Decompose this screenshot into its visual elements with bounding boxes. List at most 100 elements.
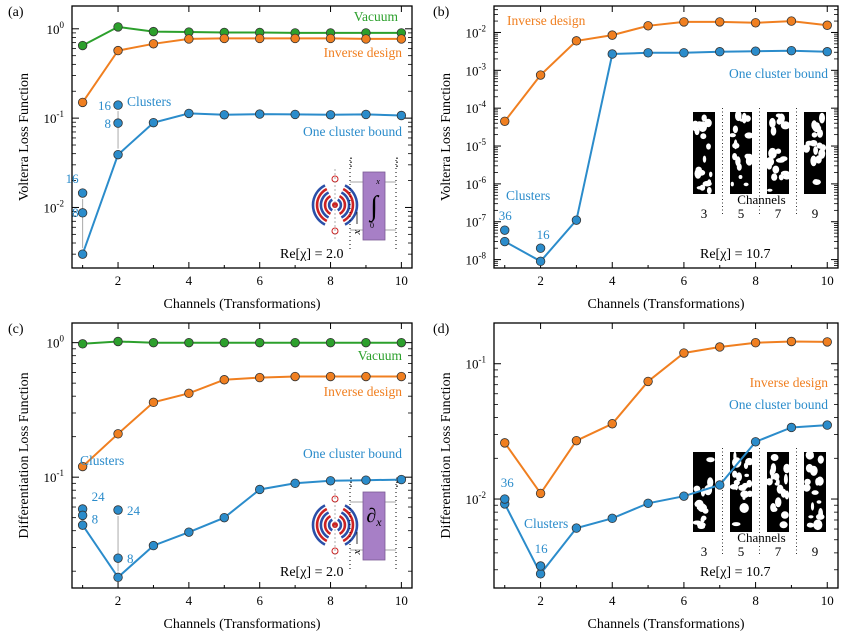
data-point-one-cluster-bound (77, 520, 88, 530)
structure-channel-label: 7 (775, 544, 782, 559)
cluster-count-label: 16 (537, 227, 551, 242)
position-variable: x (351, 229, 363, 235)
data-point-one-cluster-bound (679, 491, 689, 501)
wave-arc-left (323, 514, 332, 536)
data-point-one-cluster-bound (184, 108, 194, 119)
panel-label: (a) (8, 5, 24, 20)
structure-void (805, 140, 814, 146)
structure-void (739, 503, 749, 513)
structure-void (702, 155, 707, 163)
cluster-count-label: 8 (72, 205, 79, 220)
ellipsis-glyph: ⋮ (391, 155, 403, 169)
data-point-inverse-design (715, 17, 725, 27)
structure-void (741, 112, 747, 124)
structure-void (815, 513, 825, 520)
structure-void (735, 110, 742, 122)
data-point-one-cluster-bound (219, 512, 229, 523)
data-point-vacuum (219, 337, 229, 348)
data-point-vacuum (255, 337, 265, 348)
integral-lower-limit: 0 (370, 221, 374, 230)
operator-box (362, 171, 386, 241)
data-point-inverse-design (715, 342, 725, 352)
data-point-one-cluster-bound (77, 249, 88, 259)
cluster-count-label: 36 (499, 208, 513, 223)
structure-void (808, 515, 814, 519)
x-tick-label: 8 (752, 593, 759, 608)
structure-void (766, 478, 773, 486)
plot-frame (71, 5, 413, 269)
derivative-operator: ∂x (366, 505, 382, 529)
structure-void (697, 169, 706, 176)
structure-void (783, 463, 791, 474)
y-tick-label: 10-2 (466, 490, 487, 507)
structure-void (696, 186, 703, 190)
data-point-inverse-design (77, 97, 88, 108)
structure-channel-label: 9 (812, 544, 819, 559)
series-label-vacuum: Vacuum (358, 348, 403, 363)
y-tick-label: 10-5 (466, 137, 487, 154)
data-point-inverse-design (396, 371, 407, 382)
cluster-point (77, 208, 88, 218)
structure-void (706, 457, 715, 463)
wave-arc-right (336, 198, 343, 212)
data-point-one-cluster-bound (750, 46, 761, 56)
data-point-vacuum (148, 26, 159, 37)
x-tick-label: 2 (537, 273, 544, 288)
structure-void (765, 157, 775, 167)
wave-arc-right (338, 194, 347, 216)
operator-inset: ∫ x 0 x ⋮ ⋮ (311, 155, 403, 252)
structure-void (779, 521, 788, 529)
data-point-one-cluster-bound (290, 478, 300, 489)
structure-void (816, 500, 822, 504)
structure-void (693, 485, 701, 492)
wave-arc-right (340, 191, 351, 219)
y-tick-label: 100 (47, 20, 65, 37)
clusters-label: Clusters (80, 453, 124, 468)
data-point-one-cluster-bound (255, 109, 265, 119)
data-point-inverse-design (219, 33, 229, 44)
structure-void (775, 148, 782, 154)
structure-void (702, 180, 712, 187)
structure-void (738, 175, 743, 179)
cluster-point (113, 553, 123, 563)
structure-channel-label: 5 (738, 206, 745, 221)
series-label-one-cluster-bound: One cluster bound (729, 66, 828, 81)
data-point-one-cluster-bound (219, 110, 229, 120)
data-point-inverse-design (822, 20, 832, 30)
structure-void (770, 126, 777, 136)
data-point-vacuum (361, 337, 371, 348)
data-point-inverse-design (607, 419, 617, 429)
structure-void (775, 497, 782, 508)
structures-inset: 3 5 7 9 Channels (691, 108, 826, 221)
data-point-inverse-design (184, 388, 194, 399)
series-line-inverse-design (81, 375, 402, 468)
structure-void (767, 188, 773, 192)
structure-void (780, 170, 790, 176)
data-point-inverse-design (113, 45, 123, 56)
structure-channel-label: 3 (701, 206, 708, 221)
data-point-inverse-design (148, 397, 159, 408)
data-point-one-cluster-bound (500, 236, 510, 247)
data-point-vacuum (113, 22, 123, 32)
data-point-inverse-design (361, 371, 371, 382)
chi-annotation: Re[χ] = 2.0 (280, 565, 344, 580)
data-point-inverse-design (535, 488, 546, 499)
structure-void (741, 482, 749, 489)
series-line-vacuum (82, 25, 402, 47)
x-tick-label: 8 (327, 273, 334, 288)
structure-void (778, 174, 784, 181)
structure-void (806, 522, 815, 528)
structure-void (809, 454, 814, 459)
series-label-one-cluster-bound: One cluster bound (729, 397, 828, 412)
data-point-one-cluster-bound (290, 109, 300, 120)
y-tick-label: 10-1 (44, 109, 65, 126)
plot-frame (71, 322, 413, 589)
cluster-count-label: 24 (92, 489, 106, 504)
panel-label: (d) (433, 322, 450, 337)
data-point-inverse-design (643, 376, 653, 387)
structure-void (815, 155, 822, 164)
data-point-inverse-design (255, 372, 265, 383)
data-point-vacuum (148, 337, 159, 348)
data-point-one-cluster-bound (786, 422, 797, 433)
data-point-inverse-design (219, 375, 229, 385)
